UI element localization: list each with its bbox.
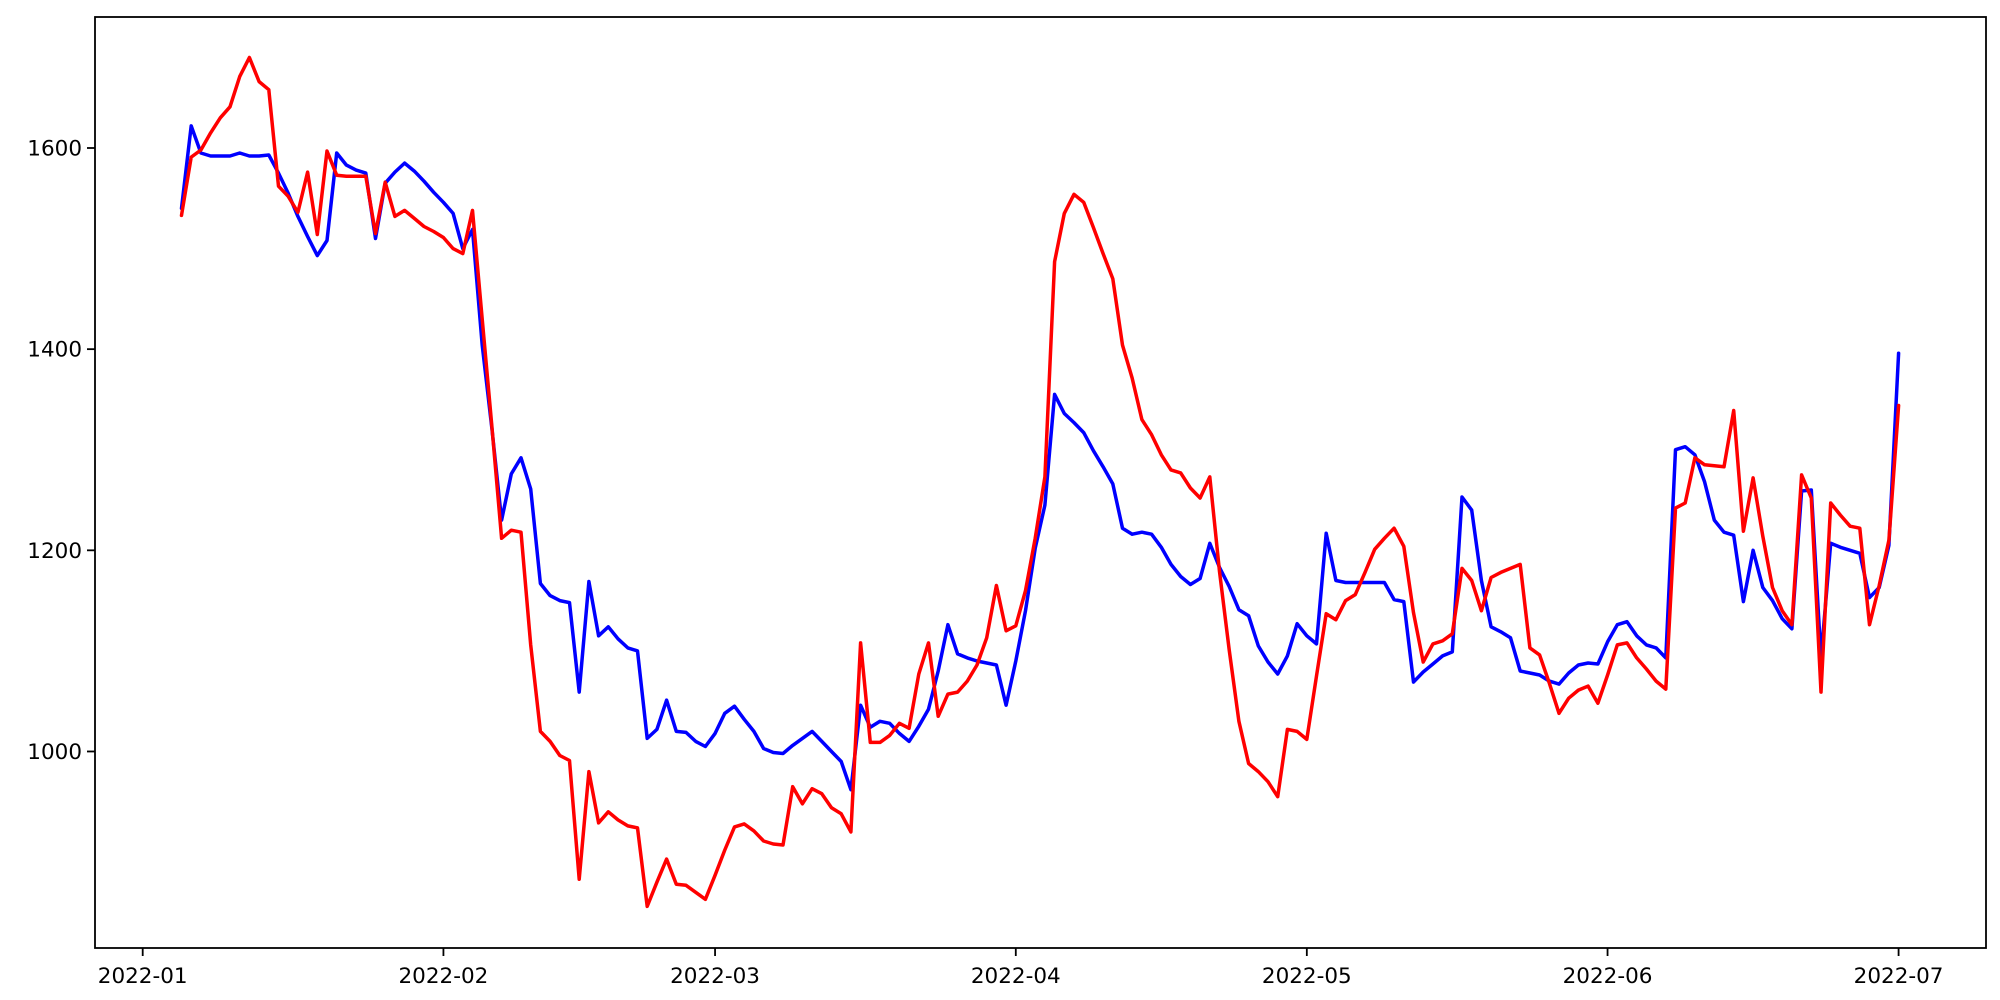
red-series-line	[179, 55, 1901, 909]
x-tick-label: 2022-07	[1854, 964, 1944, 989]
x-tick-label: 2022-01	[98, 964, 188, 989]
x-tick-label: 2022-04	[971, 964, 1061, 989]
x-tick-label: 2022-05	[1262, 964, 1352, 989]
y-tick-label: 1400	[27, 338, 82, 363]
plot-area: 1000 1200 1400 1600 2022-01 2022-02 2022-03 202…	[27, 16, 1987, 989]
y-tick-label: 1200	[27, 539, 82, 564]
blue-series-line	[179, 124, 1901, 792]
x-tick-label: 2022-06	[1563, 964, 1653, 989]
x-tick-label: 2022-02	[399, 964, 489, 989]
plot-frame	[94, 16, 1987, 949]
x-tick-label: 2022-03	[670, 964, 760, 989]
y-tick-label: 1000	[27, 740, 82, 765]
y-tick-label: 1600	[27, 137, 82, 162]
